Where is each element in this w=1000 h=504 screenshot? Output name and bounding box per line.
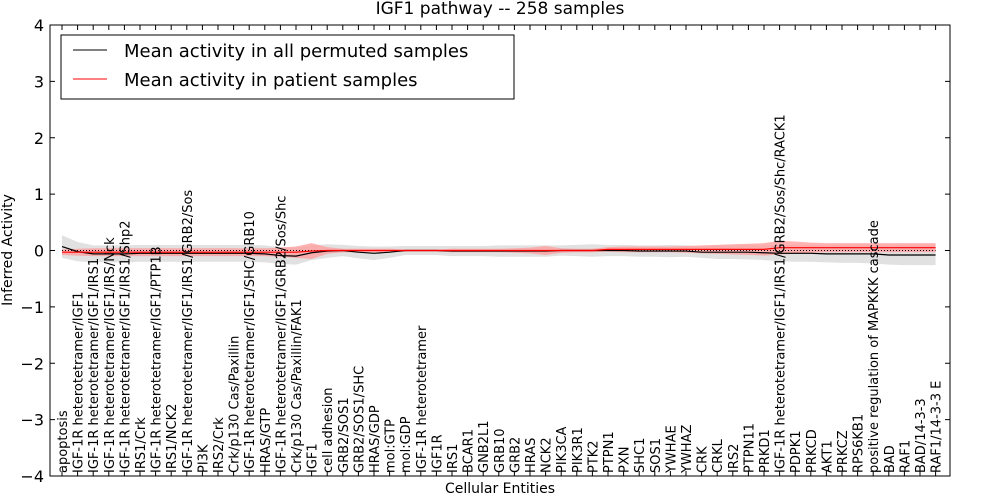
x-tick-label: PTPN1 <box>602 431 617 473</box>
y-tick-label: −1 <box>20 298 44 317</box>
x-tick-label: PIK3CA <box>555 426 570 473</box>
legend: Mean activity in all permuted samples Me… <box>61 35 514 99</box>
x-tick-label: HRAS/GDP <box>368 405 383 473</box>
x-tick-label: IGF1 <box>306 443 321 473</box>
x-tick-label: GNB2L1 <box>477 420 492 473</box>
x-tick-label: GRB2/SOS1 <box>337 397 352 473</box>
y-tick-label: 4 <box>34 16 44 35</box>
x-tick-label: BAD <box>883 445 898 473</box>
x-tick-label: NCK2 <box>540 437 555 473</box>
x-tick-label: HRAS/GTP <box>259 408 274 473</box>
x-tick-label: apoptosis <box>56 410 71 473</box>
y-tick-label: 3 <box>34 72 44 91</box>
x-tick-label: PRKCZ <box>836 430 851 473</box>
x-tick-label: IGF-1R heterotetramer <box>415 325 430 473</box>
x-tick-label: mol:GTP <box>384 419 399 473</box>
x-tick-label: SOS1 <box>649 438 664 473</box>
x-tick-label: positive regulation of MAPKKK cascade <box>867 220 882 473</box>
x-tick-label: IGF-1R heterotetramer/IGF1/PTP1B <box>150 246 165 473</box>
x-tick-label: SHC1 <box>633 438 648 473</box>
x-tick-label: PXN <box>618 447 633 473</box>
x-tick-label: BAD/14-3-3 <box>914 398 929 473</box>
x-tick-label: GRB2 <box>508 437 523 473</box>
y-tick-label: 2 <box>34 129 44 148</box>
x-tick-label: RAF1 <box>898 440 913 473</box>
y-tick-label: −3 <box>20 411 44 430</box>
y-tick-label: 1 <box>34 185 44 204</box>
x-tick-label: GRB10 <box>493 428 508 473</box>
x-tick-label: PTK2 <box>586 440 601 473</box>
x-tick-label: IRS1 <box>446 444 461 473</box>
x-tick-label: IRS1/Crk <box>134 417 149 473</box>
x-tick-label: PI3K <box>196 444 211 473</box>
x-tick-label: BCAR1 <box>462 429 477 473</box>
x-tick-label: RAF1/14-3-3 E <box>930 381 945 473</box>
x-tick-label: IRS1/NCK2 <box>165 404 180 473</box>
x-tick-label: CRKL <box>711 438 726 473</box>
x-tick-label: PRKCD <box>805 429 820 473</box>
x-tick-label: IGF-1R heterotetramer/IGF1 <box>72 292 87 473</box>
y-tick-label: −4 <box>20 467 44 486</box>
x-tick-label: mol:GDP <box>399 416 414 473</box>
x-tick-label: RPS6KB1 <box>852 414 867 473</box>
chart-title: IGF1 pathway -- 258 samples <box>376 0 625 19</box>
x-tick-label: cell adhesion <box>321 387 336 473</box>
x-tick-label: IGF-1R heterotetramer/IGF1/GRB2/Sos/Shc <box>274 196 289 473</box>
x-tick-label: CRK <box>696 446 711 473</box>
x-tick-label: Crk/p130 Cas/Paxillin <box>228 336 243 473</box>
x-tick-label: IGF-1R heterotetramer/IGF1/IRS1/Shp2 <box>118 220 133 473</box>
x-tick-label: PTPN11 <box>742 423 757 473</box>
x-tick-label: YWHAZ <box>680 425 695 474</box>
legend-label-permuted: Mean activity in all permuted samples <box>124 41 468 62</box>
x-tick-label: IRS2/Crk <box>212 417 227 473</box>
x-tick-label: HRAS <box>524 438 539 473</box>
x-axis-label: Cellular Entities <box>445 481 555 497</box>
x-tick-label: IGF-1R heterotetramer/IGF1/IRS/Nck <box>103 237 118 473</box>
legend-label-patient: Mean activity in patient samples <box>124 70 418 91</box>
x-tick-label: IGF-1R heterotetramer/IGF1/IRS1/GRB2/Sos <box>181 190 196 473</box>
x-tick-label: IGF-1R heterotetramer/IGF1/IRS1 <box>87 258 102 473</box>
x-tick-label: Crk/p130 Cas/Paxillin/FAK1 <box>290 299 305 473</box>
y-tick-label: −2 <box>20 354 44 373</box>
x-tick-label: IGF1R <box>430 434 445 473</box>
x-tick-label: IRS2 <box>727 444 742 473</box>
x-tick-label: PIK3R1 <box>571 427 586 473</box>
y-tick-label: 0 <box>34 242 44 261</box>
x-tick-label: GRB2/SOS1/SHC <box>352 366 367 473</box>
x-tick-label: IGF-1R heterotetramer/IGF1/IRS1/GRB2/Sos… <box>774 114 789 473</box>
x-tick-label: PRKD1 <box>758 429 773 473</box>
x-tick-label: YWHAE <box>664 425 679 474</box>
x-tick-label: AKT1 <box>820 440 835 473</box>
x-tick-label: IGF-1R heterotetramer/IGF1/SHC/GRB10 <box>243 211 258 473</box>
x-tick-label: PDPK1 <box>789 431 804 474</box>
y-axis-label: Inferred Activity <box>0 194 16 306</box>
